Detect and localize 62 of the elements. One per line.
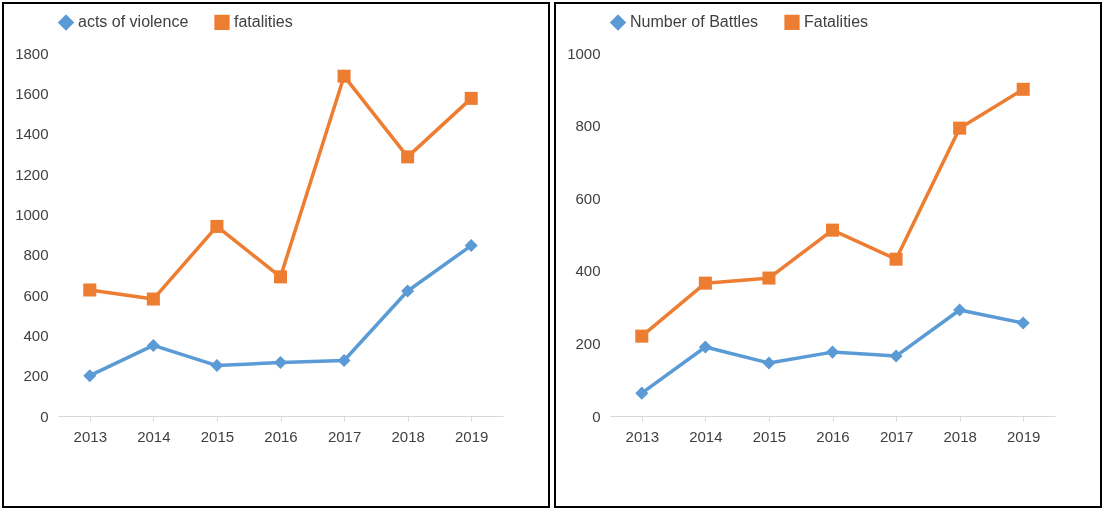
y-tick-label: 1400 [15, 125, 49, 143]
x-tick-label: 2014 [689, 427, 723, 445]
point [146, 338, 160, 352]
x-tick-label: 2018 [943, 427, 977, 445]
x-tick-label: 2017 [879, 427, 914, 445]
x-tick-label: 2019 [455, 427, 489, 445]
point [337, 69, 351, 83]
point [698, 340, 712, 354]
y-tick-label: 1000 [567, 44, 601, 62]
x-tick-label: 2016 [264, 427, 298, 445]
y-tick-label: 400 [575, 262, 601, 280]
point [635, 329, 649, 343]
legend-label: fatalities [234, 13, 293, 31]
point [210, 359, 224, 373]
y-tick-label: 600 [23, 286, 49, 304]
x-tick-label: 2019 [1007, 427, 1041, 445]
point [401, 150, 415, 164]
y-tick-label: 1000 [15, 205, 49, 223]
point [762, 356, 776, 370]
point [210, 219, 224, 233]
point [635, 386, 649, 400]
point [698, 276, 712, 290]
point [464, 239, 478, 253]
y-tick-label: 800 [23, 246, 49, 264]
point [889, 252, 903, 266]
point [146, 292, 160, 306]
x-tick-label: 2017 [327, 427, 362, 445]
point [825, 345, 840, 359]
y-tick-label: 1600 [15, 84, 49, 102]
point [273, 356, 288, 370]
y-tick-label: 0 [40, 407, 49, 425]
point [889, 349, 903, 363]
point [273, 270, 288, 284]
point [1016, 82, 1030, 96]
point [83, 283, 97, 297]
legend-label: Number of Battles [630, 13, 759, 31]
point [83, 369, 97, 383]
x-tick-label: 2013 [625, 427, 659, 445]
point [1016, 316, 1030, 330]
y-tick-label: 600 [575, 189, 601, 207]
point [953, 121, 967, 135]
x-tick-label: 2014 [137, 427, 171, 445]
legend-label: Fatalities [804, 13, 869, 31]
point [464, 91, 478, 105]
y-tick-label: 200 [575, 334, 601, 352]
point [762, 271, 776, 285]
x-tick-label: 2015 [752, 427, 787, 445]
point [953, 303, 967, 317]
x-tick-label: 2013 [73, 427, 107, 445]
x-tick-label: 2015 [200, 427, 235, 445]
x-tick-label: 2016 [816, 427, 850, 445]
y-tick-label: 200 [23, 367, 49, 385]
y-tick-label: 1200 [15, 165, 49, 183]
y-tick-label: 1800 [15, 44, 49, 62]
legend-label: acts of violence [78, 13, 189, 31]
x-tick-label: 2018 [391, 427, 425, 445]
point [401, 284, 415, 298]
point [825, 223, 840, 237]
point [337, 354, 351, 368]
y-tick-label: 800 [575, 117, 601, 135]
y-tick-label: 0 [592, 407, 601, 425]
y-tick-label: 400 [23, 326, 49, 344]
